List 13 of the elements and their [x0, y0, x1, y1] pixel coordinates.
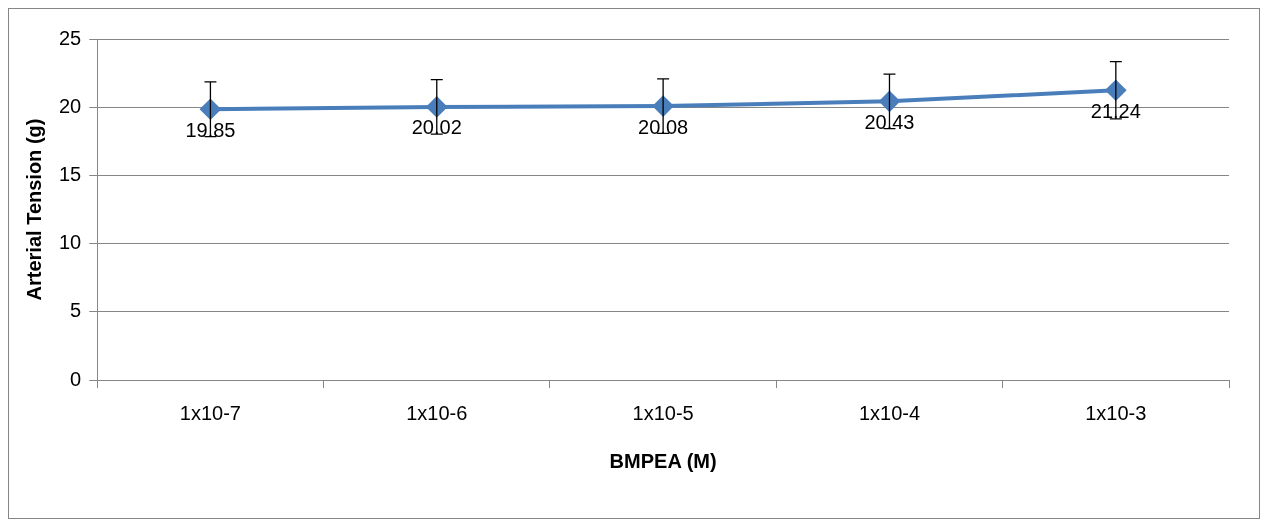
x-tick-label: 1x10-7	[179, 401, 241, 424]
x-axis-title: BMPEA (M)	[609, 449, 717, 472]
y-tick-label: 5	[70, 299, 82, 322]
y-tick-label: 0	[70, 367, 82, 390]
x-tick-label: 1x10-6	[406, 401, 468, 424]
y-tick-label: 15	[59, 162, 82, 185]
x-tick-label: 1x10-4	[858, 401, 921, 424]
x-tick-label: 1x10-3	[1085, 401, 1147, 424]
x-tick-label: 1x10-5	[632, 401, 694, 424]
y-tick-label: 20	[59, 94, 82, 117]
y-axis-title: Arterial Tension (g)	[22, 118, 45, 301]
y-tick-label: 25	[59, 26, 82, 49]
y-tick-label: 10	[59, 231, 82, 254]
